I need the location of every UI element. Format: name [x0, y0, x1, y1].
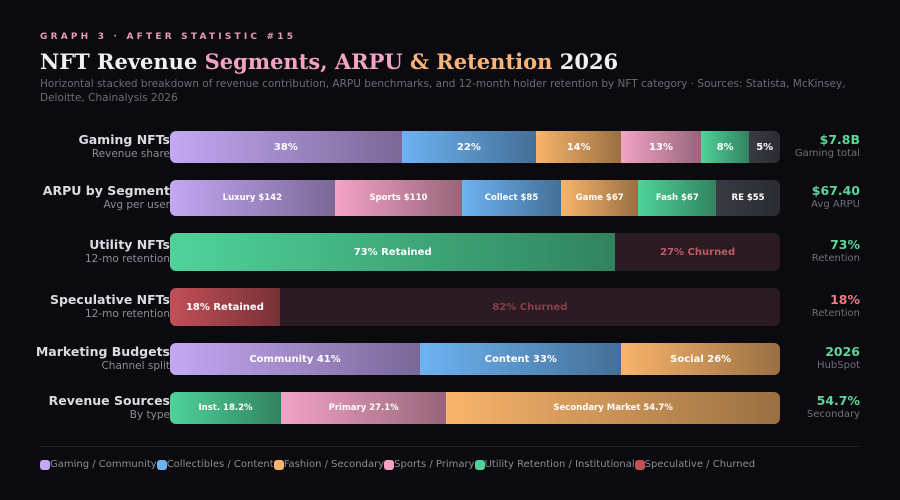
chart-row: Utility NFTs 12-mo retention 73% Retained 2… — [0, 233, 900, 271]
chart-row: Marketing Budgets Channel split Community … — [0, 343, 900, 375]
legend-item: Gaming / Community — [40, 459, 157, 470]
summary-caption: Avg ARPU — [811, 199, 860, 210]
bar-track: 38% 22% 14% 13% 8% 5% — [170, 131, 780, 163]
legend-item: Collectibles / Content — [156, 459, 274, 470]
row-label-sub: Channel split — [101, 360, 170, 372]
chart-legend: Gaming / Community Collectibles / Content… — [40, 459, 755, 470]
title-part-5: 2026 — [552, 49, 619, 74]
bar-segment: 82% Churned — [279, 288, 780, 326]
bar-track: Community 41% Content 33% Social 26% — [170, 343, 780, 375]
bar-track: Inst. 18.2% Primary 27.1% Secondary Market… — [170, 392, 780, 424]
legend-swatch — [634, 459, 645, 470]
bar-segment: Primary 27.1% — [281, 392, 447, 424]
legend-label: Utility Retention / Institutional — [484, 459, 635, 470]
row-summary: 73% Retention — [780, 237, 860, 266]
chart-row: ARPU by Segment Avg per user Luxury $142 Sp… — [0, 180, 900, 216]
legend-swatch — [384, 459, 395, 470]
bar-segment: Fash $67 — [638, 180, 717, 216]
row-label-main: Marketing Budgets — [35, 344, 170, 359]
bar-segment: Collect $85 — [462, 180, 561, 216]
row-label: Marketing Budgets Channel split — [36, 344, 170, 373]
summary-caption: Gaming total — [794, 148, 860, 159]
bar-segment: Luxury $142 — [170, 180, 335, 216]
summary-caption: HubSpot — [817, 360, 860, 371]
title-part-4: Retention — [436, 49, 553, 74]
bar-segment: 27% Churned — [615, 233, 780, 271]
bar-segment: Social 26% — [621, 343, 780, 375]
row-label-main: Speculative NFTs — [49, 292, 170, 307]
legend-label: Fashion / Secondary — [283, 459, 385, 470]
summary-value: $7.8B — [819, 132, 860, 147]
row-summary: 2026 HubSpot — [780, 344, 860, 373]
bar-track: Luxury $142 Sports $110 Collect $85 Game $6… — [170, 180, 780, 216]
row-summary: $67.40 Avg ARPU — [780, 183, 860, 212]
page-subtitle: Horizontal stacked breakdown of revenue … — [40, 78, 846, 104]
row-label: Gaming NFTs Revenue share — [78, 132, 170, 161]
bar-segment: 38% — [170, 131, 402, 163]
page-title: NFT Revenue Segments, ARPU & Retention 2… — [40, 49, 618, 74]
legend-label: Speculative / Churned — [644, 459, 756, 470]
legend-item: Sports / Primary — [384, 459, 475, 470]
summary-caption: Secondary — [807, 409, 860, 420]
bar-segment: Inst. 18.2% — [170, 392, 282, 424]
bar-track: 18% Retained 82% Churned — [170, 288, 780, 326]
summary-value: 73% — [830, 237, 860, 252]
bar-segment: Secondary Market 54.7% — [446, 392, 780, 424]
legend-swatch — [474, 459, 485, 470]
summary-caption: Retention — [811, 308, 860, 319]
bar-segment: 18% Retained — [170, 288, 280, 326]
row-label-sub: By type — [129, 409, 170, 421]
chart-row: Revenue Sources By type Inst. 18.2% Primary… — [0, 392, 900, 424]
row-label: Utility NFTs 12-mo retention — [85, 237, 170, 266]
row-summary: 18% Retention — [780, 292, 860, 321]
legend-divider — [40, 446, 860, 447]
summary-value: 18% — [830, 292, 860, 307]
summary-value: 2026 — [825, 344, 860, 359]
bar-segment: 14% — [535, 131, 622, 163]
bar-segment: Community 41% — [170, 343, 421, 375]
title-part-3: & — [402, 49, 437, 74]
legend-item: Fashion / Secondary — [273, 459, 385, 470]
bar-segment: RE $55 — [716, 180, 780, 216]
row-label-sub: Avg per user — [103, 199, 170, 211]
legend-label: Sports / Primary — [394, 459, 475, 470]
title-part-1: NFT Revenue — [40, 49, 205, 74]
chart-row: Speculative NFTs 12-mo retention 18% Retai… — [0, 288, 900, 326]
row-label: Speculative NFTs 12-mo retention — [50, 292, 170, 321]
bar-segment: Game $67 — [560, 180, 639, 216]
legend-label: Collectibles / Content — [166, 459, 274, 470]
bar-segment: 73% Retained — [170, 233, 616, 271]
bar-segment: Content 33% — [420, 343, 622, 375]
legend-swatch — [40, 459, 50, 470]
row-label-sub: Revenue share — [91, 148, 170, 160]
title-part-2: Segments, ARPU — [204, 49, 403, 74]
legend-swatch — [273, 459, 284, 470]
row-summary: $7.8B Gaming total — [780, 132, 860, 161]
bar-track: 73% Retained 27% Churned — [170, 233, 780, 271]
row-summary: 54.7% Secondary — [780, 393, 860, 422]
row-label-sub: 12-mo retention — [84, 308, 170, 320]
chart-row: Gaming NFTs Revenue share 38% 22% 14% 13% 8% 5%… — [0, 131, 900, 163]
legend-item: Utility Retention / Institutional — [474, 459, 635, 470]
row-label-main: Gaming NFTs — [78, 132, 170, 147]
row-label-main: Revenue Sources — [48, 393, 170, 408]
row-label: Revenue Sources By type — [49, 393, 170, 422]
bar-segment: 8% — [700, 131, 750, 163]
summary-value: 54.7% — [816, 393, 860, 408]
bar-segment: Sports $110 — [334, 180, 463, 216]
row-label-main: ARPU by Segment — [42, 183, 170, 198]
row-label-sub: 12-mo retention — [84, 253, 170, 265]
bar-segment: 5% — [749, 131, 780, 163]
summary-caption: Retention — [811, 253, 860, 264]
row-label-main: Utility NFTs — [89, 237, 170, 252]
legend-item: Speculative / Churned — [634, 459, 756, 470]
eyebrow-label: GRAPH 3 · AFTER STATISTIC #15 — [40, 32, 297, 42]
legend-swatch — [156, 459, 167, 470]
summary-value: $67.40 — [811, 183, 860, 198]
row-label: ARPU by Segment Avg per user — [43, 183, 170, 212]
bar-segment: 22% — [401, 131, 536, 163]
bar-segment: 13% — [621, 131, 701, 163]
legend-label: Gaming / Community — [50, 459, 157, 470]
